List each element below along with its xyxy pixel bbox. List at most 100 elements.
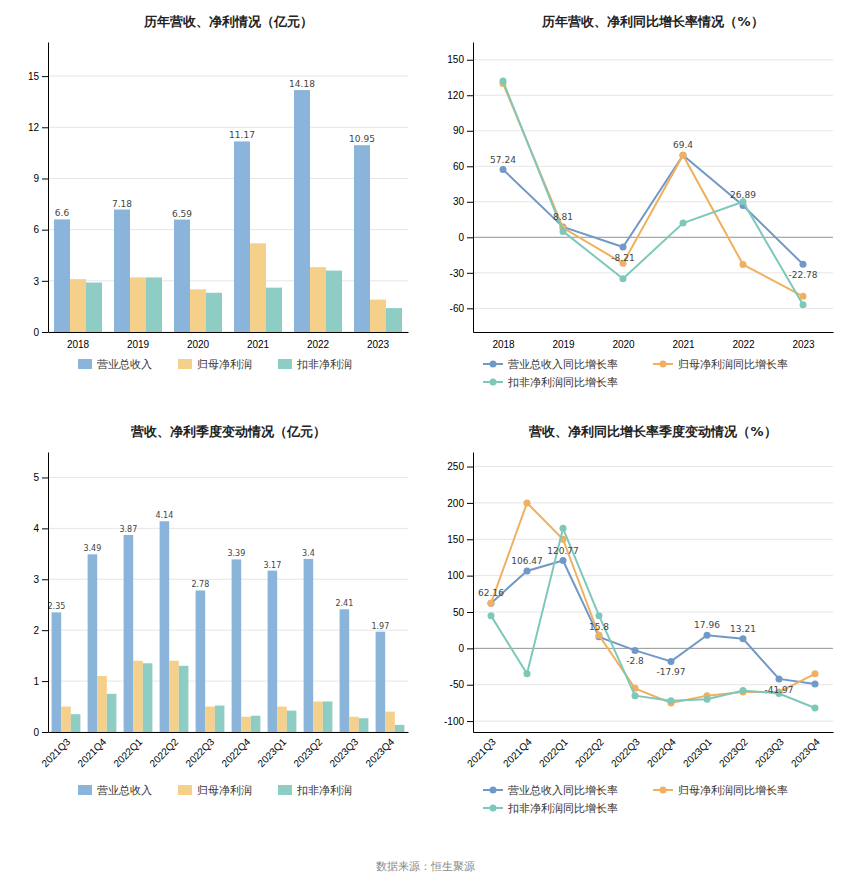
bar [86,283,102,332]
data-labels: 57.248.81-8.2169.426.89-22.78 [490,140,818,280]
y-tick-line [42,528,48,529]
y-tick: 100 [447,570,473,581]
bar [349,717,359,732]
bar [71,714,81,732]
x-tick-label: 2022Q1 [537,736,570,769]
y-tick-label: 12 [28,122,40,133]
y-tick: 2 [33,625,48,636]
y-tick: 1 [33,676,48,687]
line [491,503,815,703]
legend-item: 扣非净利润 [278,784,352,797]
y-tick-line [42,230,48,231]
legend-swatch [278,785,292,795]
bar [370,300,386,332]
y-tick-label: 0 [458,643,464,654]
data-label: 57.24 [490,155,516,165]
legend: 营业总收入同比增长率归母净利润同比增长率扣非净利润同比增长率 [483,784,788,815]
legend-item: 营业总收入 [78,358,152,371]
bar [114,210,130,332]
bar-series [86,271,402,332]
y-tick-line [467,237,473,238]
grid [48,477,408,732]
y-tick-line [467,273,473,274]
plot-marks [52,521,405,732]
legend-swatch [78,785,92,795]
y-tick: 30 [453,196,473,207]
chart-title: 营收、净利同比增长率季度变动情况（%） [528,424,776,439]
data-label: 17.96 [694,620,720,630]
bar [376,632,386,732]
legend: 营业总收入归母净利润扣非净利润 [78,784,352,797]
bar [326,271,342,332]
bar [268,571,278,732]
legend-marker [660,361,667,368]
bar [359,718,369,732]
x-axis: 2021Q32021Q42022Q12022Q22022Q32022Q42023… [465,733,834,770]
chart-title: 历年营收、净利情况（亿元） [143,14,313,29]
plot-marks [54,90,402,332]
legend-label: 营业总收入 [97,784,152,797]
bar [205,707,215,732]
point [500,166,507,173]
y-tick-label: 9 [33,173,39,184]
y-tick-line [467,95,473,96]
bar [323,701,333,732]
bar [250,243,266,332]
legend-label: 营业总收入同比增长率 [508,784,618,797]
line [503,81,803,305]
legend-item: 营业总收入同比增长率 [483,784,618,797]
point [740,635,747,642]
panel: 营收、净利同比增长率季度变动情况（%）62.16106.47120.7715.8… [444,424,834,815]
x-tick-label: 2021Q3 [465,736,498,769]
x-tick-label: 2021Q4 [75,736,108,769]
legend-item: 营业总收入同比增长率 [483,358,618,371]
point [668,697,675,704]
grid-line [473,237,833,238]
data-label: 8.81 [553,212,573,222]
y-tick: 90 [453,125,473,136]
point [524,499,531,506]
point [812,670,819,677]
data-label: -22.78 [788,270,817,280]
chart-canvas: 历年营收、净利情况（亿元）6.67.186.5911.1714.1810.952… [0,0,850,890]
legend-item: 扣非净利润同比增长率 [483,802,618,815]
legend: 营业总收入同比增长率归母净利润同比增长率扣非净利润同比增长率 [483,358,788,389]
data-label: -17.97 [656,667,685,677]
point [560,228,567,235]
point [800,301,807,308]
y-tick-line [467,131,473,132]
bar-series [61,661,395,732]
y-tick: 3 [33,574,48,585]
y-tick-label: 150 [447,54,464,65]
grid-line [48,630,408,631]
grid-line [48,579,408,580]
y-tick: -30 [450,268,473,279]
x-tick-label: 2023Q1 [681,736,714,769]
legend-swatch [278,359,292,369]
data-label: 1.97 [371,622,389,631]
y-tick-line [467,467,473,468]
y-axis: 012345 [33,453,48,738]
x-tick: 2018 [67,339,90,350]
bar [179,666,189,732]
axis-line [48,453,49,733]
legend-label: 归母净利润同比增长率 [678,358,788,371]
data-label: 2.41 [335,599,353,608]
data-labels: 62.16106.47120.7715.8-2.8-17.9717.9613.2… [478,546,793,695]
chart-title: 营收、净利季度变动情况（亿元） [130,424,326,439]
x-tick: 2023Q2 [717,736,750,769]
y-tick-line [467,202,473,203]
axis-line [473,453,474,733]
y-tick: 150 [447,534,473,545]
data-label: 26.89 [730,190,756,200]
y-tick-line [42,732,48,733]
x-tick: 2022Q3 [183,736,216,769]
grid-line [473,308,833,309]
data-label: 3.17 [263,561,281,570]
grid-line [473,466,833,467]
y-tick-line [42,127,48,128]
x-tick: 2022Q4 [219,736,252,769]
y-tick-line [42,681,48,682]
legend-swatch [178,359,192,369]
grid-line [48,127,408,128]
